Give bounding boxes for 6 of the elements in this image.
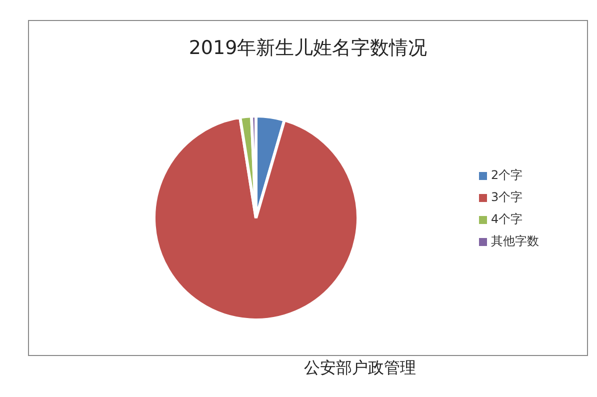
text: 公安部户政管理: [304, 358, 416, 379]
legend-label: 4个字: [491, 212, 523, 226]
chart-title: 2019年新生儿姓名字数情况: [188, 36, 428, 61]
legend-label: 其他字数: [491, 234, 539, 248]
legend-label: 2个字: [491, 168, 523, 182]
legend-label: 3个字: [491, 190, 523, 204]
